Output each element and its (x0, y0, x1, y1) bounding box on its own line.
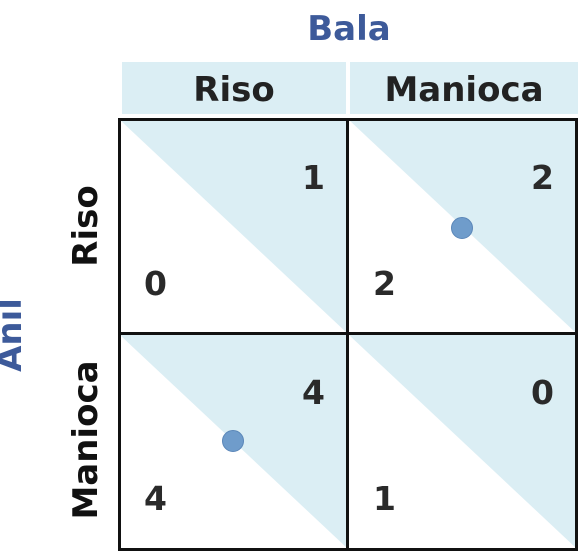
column-player-payoff: 0 (531, 373, 554, 412)
grid-divider-vertical (346, 118, 349, 551)
row-player-payoff: 4 (144, 479, 167, 518)
shaded-triangle (120, 120, 347, 333)
grid-border-right (575, 118, 578, 551)
shaded-triangle (349, 335, 576, 548)
row-player-payoff: 2 (373, 264, 396, 303)
column-header-riso: Riso (122, 62, 346, 114)
row-player-payoff: 0 (144, 264, 167, 303)
equilibrium-dot (222, 430, 244, 452)
payoff-cell-riso-riso: 1 0 (120, 120, 347, 333)
row-player-payoff: 1 (373, 479, 396, 518)
payoff-cell-manioca-manioca: 0 1 (349, 335, 576, 548)
grid-border-left (118, 118, 121, 551)
payoff-cell-riso-manioca: 2 2 (349, 120, 576, 333)
column-player-payoff: 2 (531, 158, 554, 197)
column-player-label: Bala (307, 9, 391, 49)
column-header-manioca: Manioca (350, 62, 578, 114)
column-header-label: Manioca (384, 70, 544, 110)
row-header-label: Manioca (66, 360, 106, 520)
payoff-cell-manioca-riso: 4 4 (120, 335, 347, 548)
column-player-payoff: 1 (302, 158, 325, 197)
equilibrium-dot (451, 217, 473, 239)
column-player-payoff: 4 (302, 373, 325, 412)
column-header-label: Riso (193, 70, 275, 110)
row-header-label: Riso (66, 185, 106, 267)
row-player-text: Anil (0, 298, 30, 372)
